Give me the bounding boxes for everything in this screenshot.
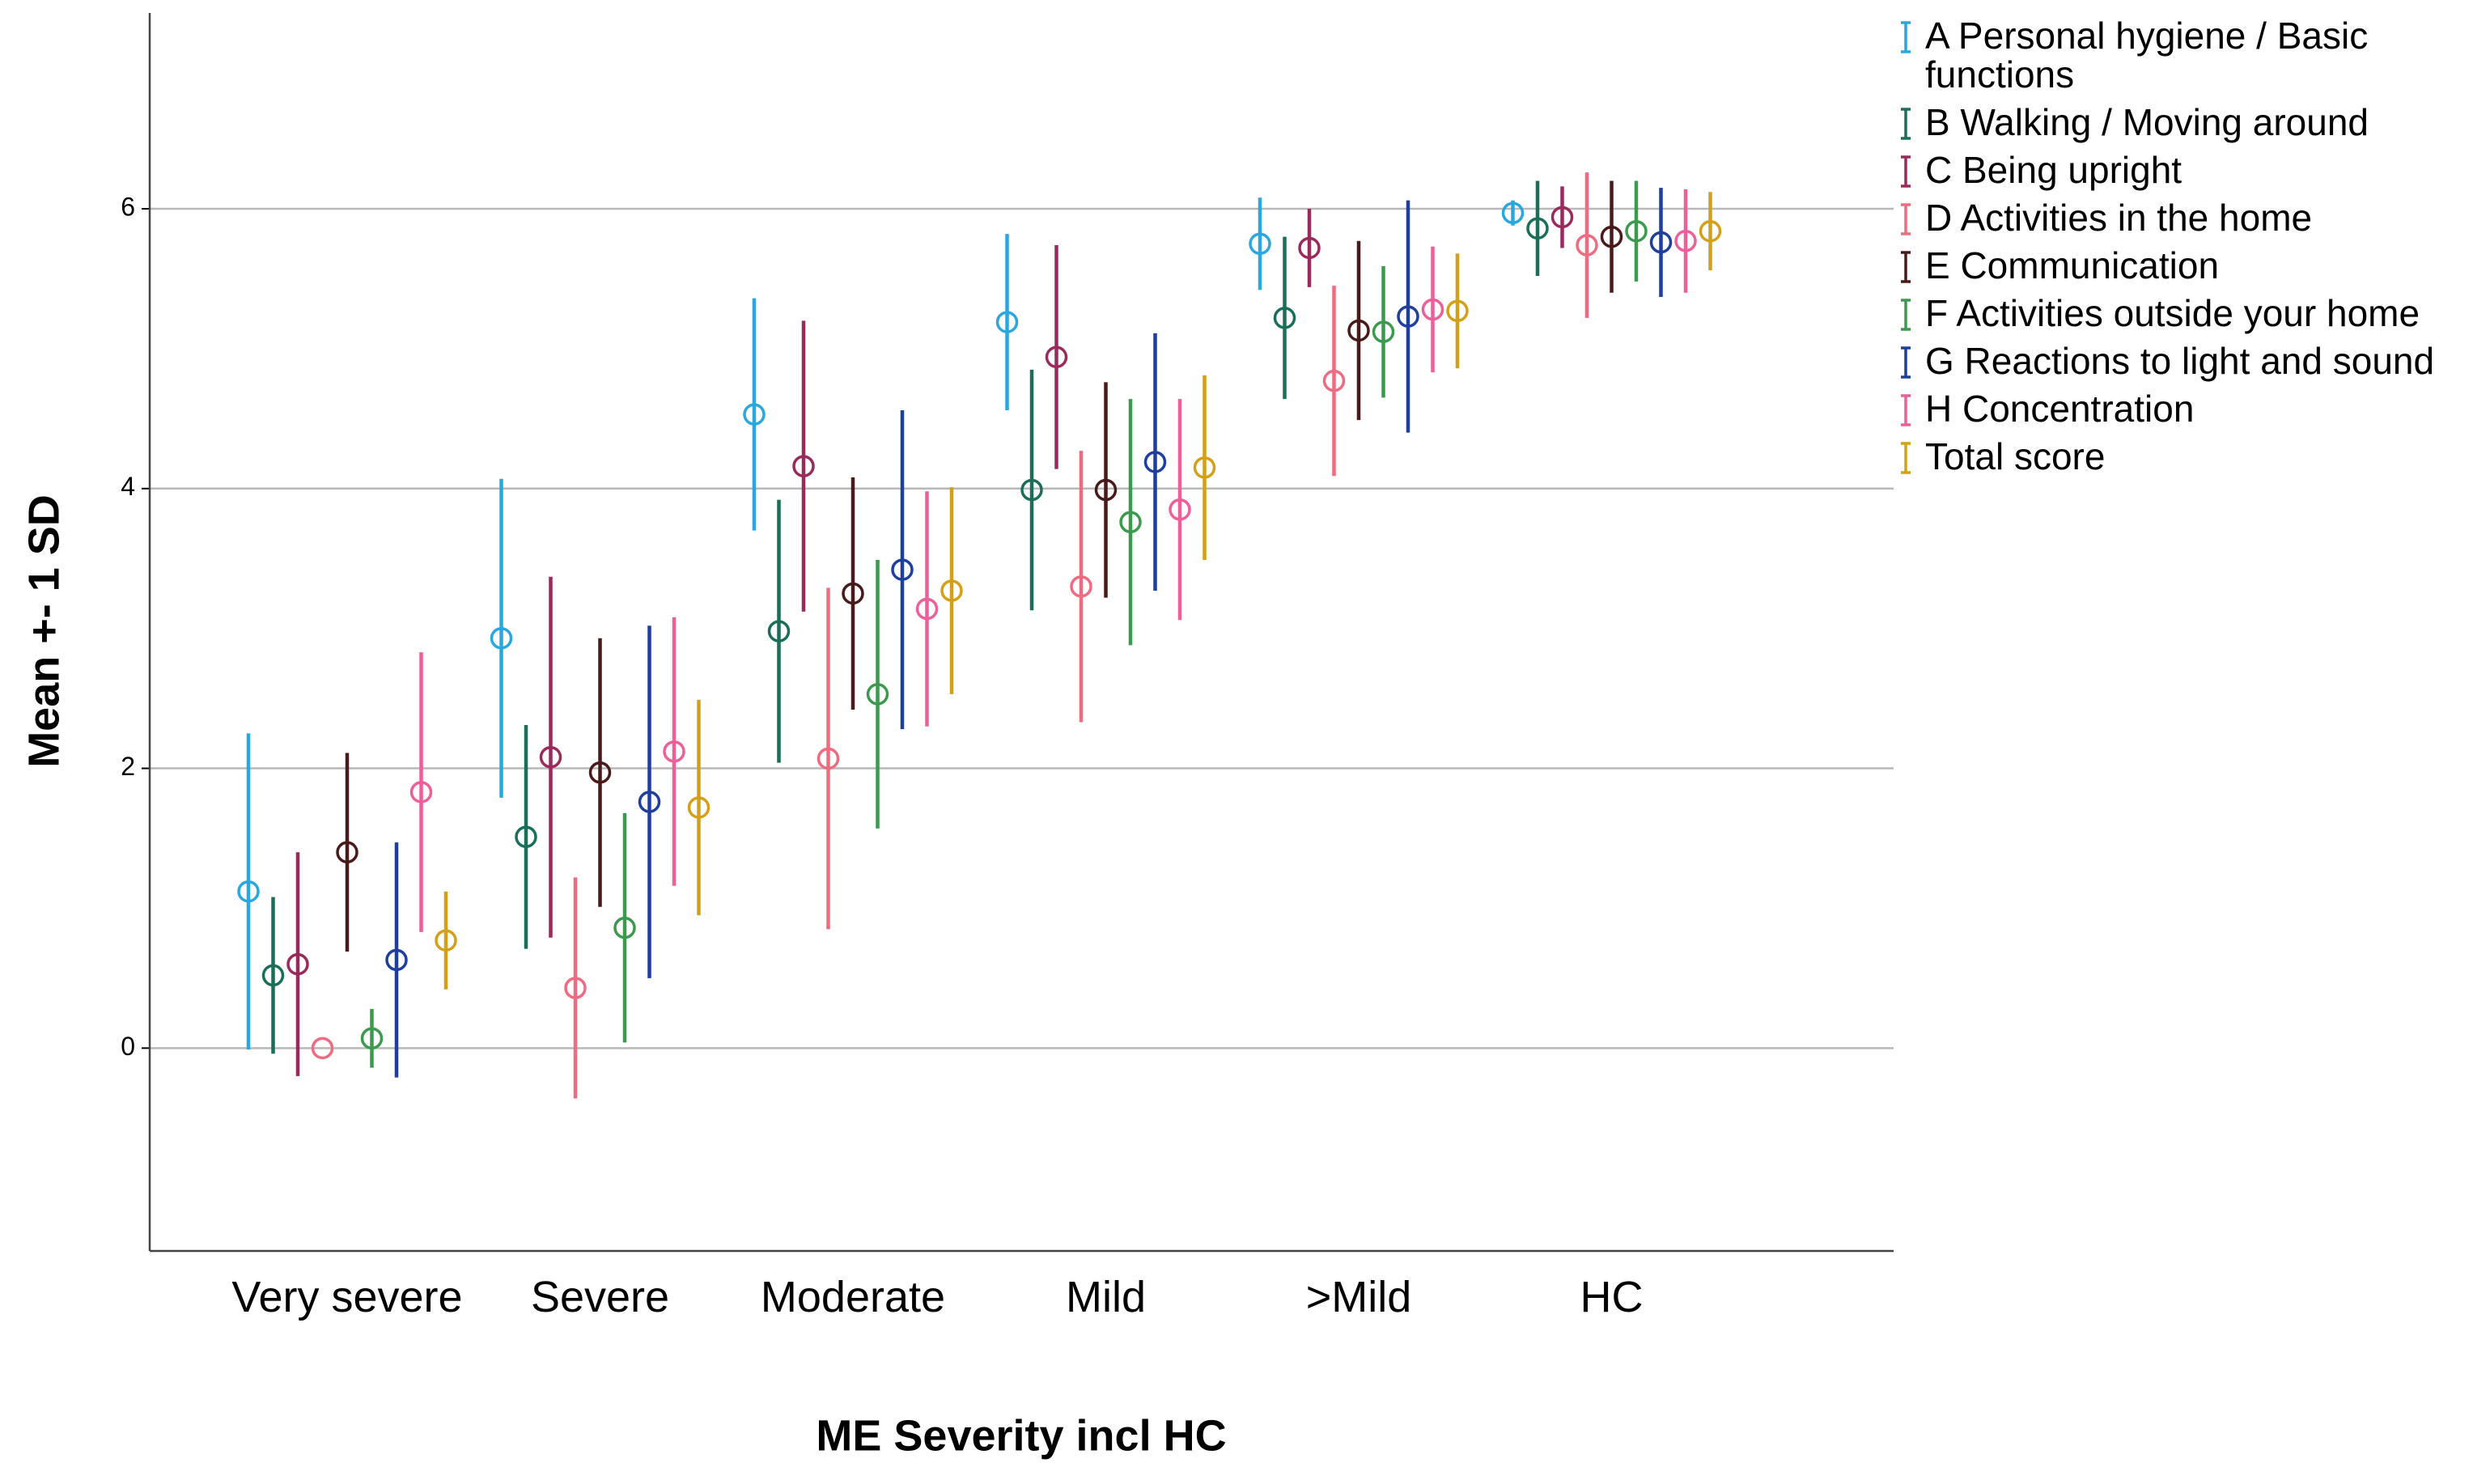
mean-point <box>1576 234 1598 257</box>
mean-point <box>1550 206 1574 229</box>
mean-point <box>1193 456 1216 479</box>
mean-point <box>1322 369 1346 392</box>
legend-symbol <box>1901 251 1911 283</box>
mean-point <box>539 745 562 769</box>
legend-item: D Activities in the home <box>1898 198 2464 237</box>
mean-point <box>687 796 711 819</box>
legend-item: H Concentration <box>1898 389 2464 428</box>
legend-label: Total score <box>1925 435 2106 477</box>
mean-point <box>792 455 815 477</box>
legend-label: E Communication <box>1925 244 2220 286</box>
legend-label: F Activities outside your home <box>1925 292 2420 334</box>
mean-point <box>891 558 914 581</box>
y-tick-label: 0 <box>121 1032 135 1061</box>
mean-point <box>409 781 433 803</box>
legend-item: Total score <box>1898 437 2464 476</box>
mean-point <box>743 403 766 426</box>
x-tick-label: HC <box>1580 1273 1644 1321</box>
mean-point <box>817 747 840 770</box>
mean-point <box>1273 307 1296 329</box>
legend-label: A Personal hygiene / Basic functions <box>1925 15 2369 95</box>
mean-point <box>613 916 636 939</box>
mean-point <box>1625 219 1648 243</box>
mean-point <box>1143 451 1167 473</box>
legend-symbol <box>1901 155 1911 188</box>
mean-point <box>385 948 408 972</box>
mean-point <box>490 627 513 650</box>
mean-point <box>435 929 457 952</box>
legend-label: G Reactions to light and sound <box>1925 340 2435 382</box>
x-tick-label: Severe <box>530 1273 670 1321</box>
x-axis-title: ME Severity incl HC <box>816 1411 1226 1460</box>
mean-point <box>311 1037 334 1060</box>
mean-point <box>1649 231 1673 254</box>
y-tick-label: 2 <box>121 752 135 781</box>
mean-point <box>1446 299 1469 322</box>
mean-point <box>564 977 587 999</box>
y-tick-label: 4 <box>121 472 135 501</box>
mean-point <box>237 880 260 903</box>
mean-point <box>261 964 285 987</box>
mean-point <box>940 579 963 602</box>
mean-point <box>638 791 661 813</box>
legend-item: B Walking / Moving around <box>1898 103 2464 142</box>
mean-point <box>842 582 864 605</box>
y-axis-title: Mean +- 1 SD <box>19 494 68 768</box>
mean-point <box>995 311 1019 333</box>
mean-point <box>336 841 358 864</box>
mean-point <box>1674 230 1697 252</box>
x-tick-label: Mild <box>1065 1273 1146 1321</box>
mean-point <box>1347 319 1370 342</box>
mean-point <box>663 740 685 763</box>
legend-symbol <box>1901 203 1911 235</box>
mean-point <box>286 952 309 976</box>
mean-point <box>1372 320 1395 343</box>
legend-symbol <box>1901 442 1911 474</box>
y-tick-label: 6 <box>121 192 135 221</box>
legend-label: H Concentration <box>1925 388 2195 430</box>
x-tick-label: Very severe <box>231 1273 463 1321</box>
mean-point <box>360 1027 384 1049</box>
legend-item: C Being upright <box>1898 151 2464 189</box>
mean-point <box>1249 232 1271 256</box>
mean-point <box>1298 236 1321 260</box>
mean-point <box>1501 201 1525 224</box>
legend-symbol <box>1901 346 1911 379</box>
legend-label: B Walking / Moving around <box>1925 101 2369 143</box>
legend-item: F Activities outside your home <box>1898 294 2464 333</box>
mean-point <box>588 761 612 784</box>
legend-item: G Reactions to light and sound <box>1898 341 2464 380</box>
mean-point <box>1169 498 1191 521</box>
mean-point <box>767 620 791 642</box>
mean-point <box>1045 346 1068 369</box>
mean-point <box>1094 478 1118 502</box>
mean-point <box>1526 217 1549 240</box>
mean-point <box>1421 298 1444 321</box>
legend-symbol <box>1901 108 1911 140</box>
mean-point <box>1600 225 1623 248</box>
x-tick-label: >Mild <box>1305 1273 1412 1321</box>
legend: A Personal hygiene / Basic functions B Wa… <box>1898 16 2464 485</box>
legend-item: E Communication <box>1898 246 2464 285</box>
x-tick-label: Moderate <box>760 1273 946 1321</box>
legend-symbol <box>1901 21 1911 53</box>
mean-point <box>1397 305 1419 328</box>
legend-label: C Being upright <box>1925 149 2182 191</box>
legend-label: D Activities in the home <box>1925 197 2313 239</box>
legend-symbol <box>1901 394 1911 426</box>
mean-point <box>515 825 537 849</box>
mean-point <box>915 597 939 621</box>
mean-point <box>866 683 889 706</box>
mean-point <box>1020 478 1043 502</box>
mean-point <box>1119 511 1142 534</box>
legend-symbol <box>1901 299 1911 331</box>
legend-item: A Personal hygiene / Basic functions <box>1898 16 2464 94</box>
mean-point <box>1699 219 1722 243</box>
mean-point <box>1070 575 1092 598</box>
